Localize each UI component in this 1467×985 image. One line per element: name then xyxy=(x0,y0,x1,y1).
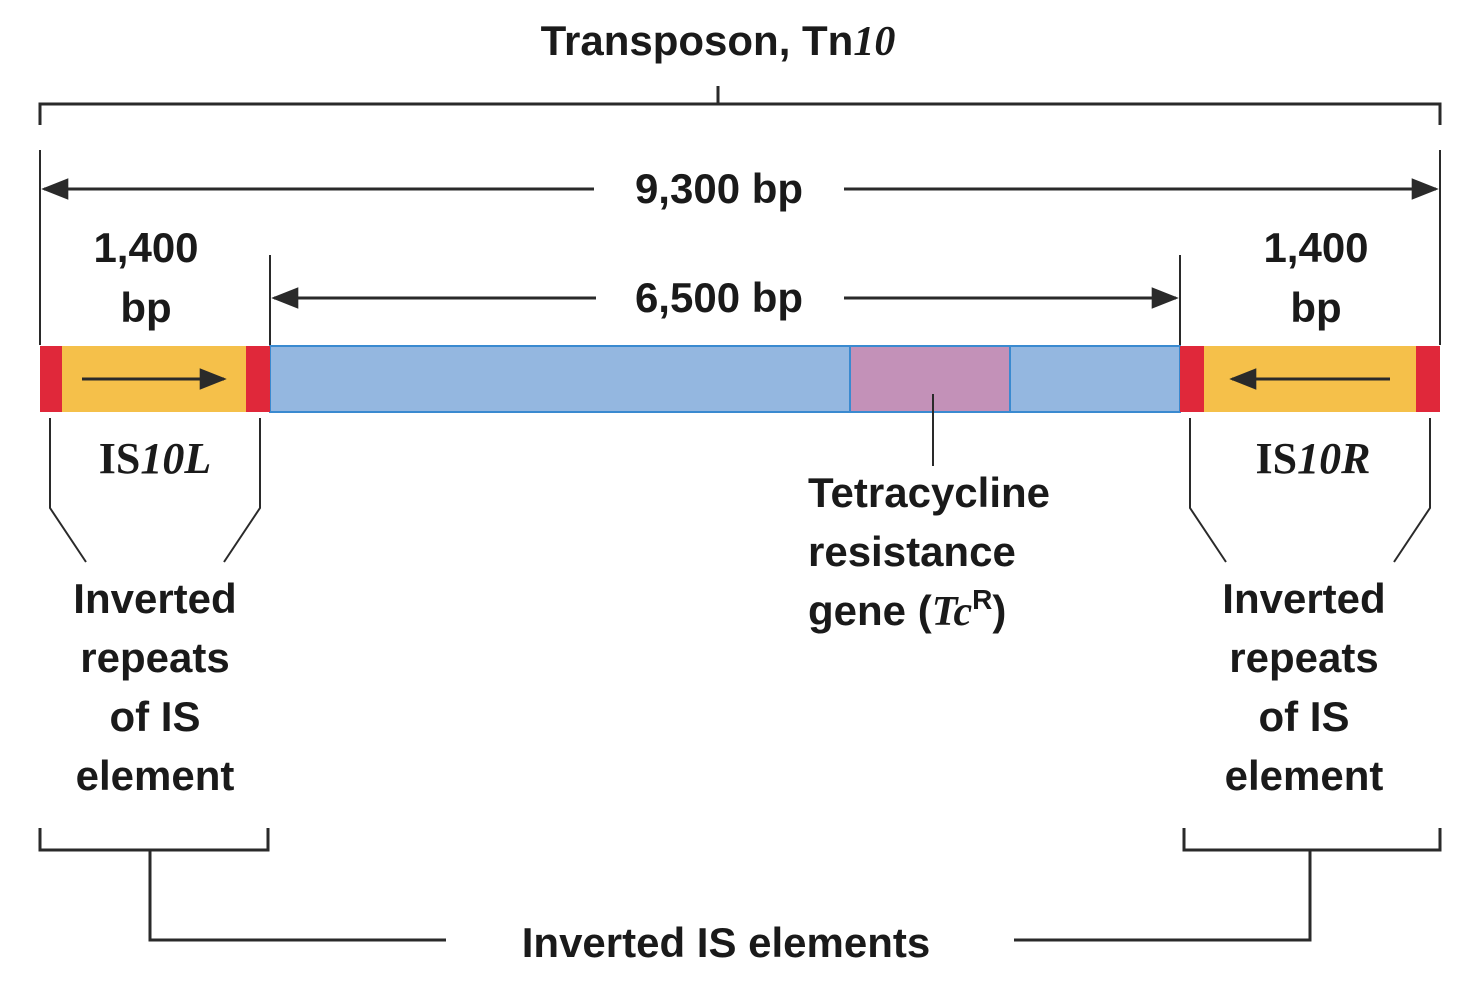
central-length-label: 6,500 bp xyxy=(635,274,803,321)
left-is-bottom-bracket xyxy=(38,828,270,852)
is10r-label: IS10R xyxy=(1256,434,1371,483)
right-is-length-number: 1,400 xyxy=(1263,224,1368,271)
left-inverted-repeats-line1: Inverted xyxy=(73,575,236,622)
total-length-label: 9,300 bp xyxy=(635,165,803,212)
is10r-left-repeat xyxy=(1180,346,1204,412)
right-is-length-unit: bp xyxy=(1290,284,1341,331)
left-repeat-pointer-outer xyxy=(49,418,87,563)
tet-gene-label-line1: Tetracycline xyxy=(808,469,1050,516)
is10l-label: IS10L xyxy=(99,434,211,483)
central-region-bar xyxy=(269,345,1181,413)
right-inverted-repeats-line1: Inverted xyxy=(1222,575,1385,622)
left-is-length-number: 1,400 xyxy=(93,224,198,271)
is10r-right-repeat xyxy=(1416,346,1440,412)
tet-gene-segment xyxy=(849,345,1011,413)
right-inverted-repeats-line4: element xyxy=(1225,752,1384,799)
right-is-bottom-bracket xyxy=(1182,828,1442,852)
left-inverted-repeats-line4: element xyxy=(76,752,235,799)
is10l-left-repeat xyxy=(40,346,62,412)
right-repeat-pointer-outer xyxy=(1393,418,1431,563)
is10l-right-repeat xyxy=(246,346,270,412)
tet-gene-label-line2: resistance xyxy=(808,528,1016,575)
right-repeat-pointer-inner xyxy=(1189,418,1227,563)
left-is-length-unit: bp xyxy=(120,284,171,331)
right-inverted-repeats-line3: of IS xyxy=(1259,693,1350,740)
left-inverted-repeats-line2: repeats xyxy=(80,634,229,681)
tet-gene-label-line3: gene (TcR) xyxy=(808,584,1006,635)
transposon-bracket xyxy=(38,86,1442,125)
inverted-is-elements-label: Inverted IS elements xyxy=(522,919,931,966)
diagram-title: Transposon, Tn10 xyxy=(541,17,896,65)
right-inverted-repeats-line2: repeats xyxy=(1229,634,1378,681)
left-inverted-repeats-line3: of IS xyxy=(110,693,201,740)
left-repeat-pointer-inner xyxy=(223,418,261,563)
inverted-is-elements-bracket xyxy=(148,850,1312,942)
